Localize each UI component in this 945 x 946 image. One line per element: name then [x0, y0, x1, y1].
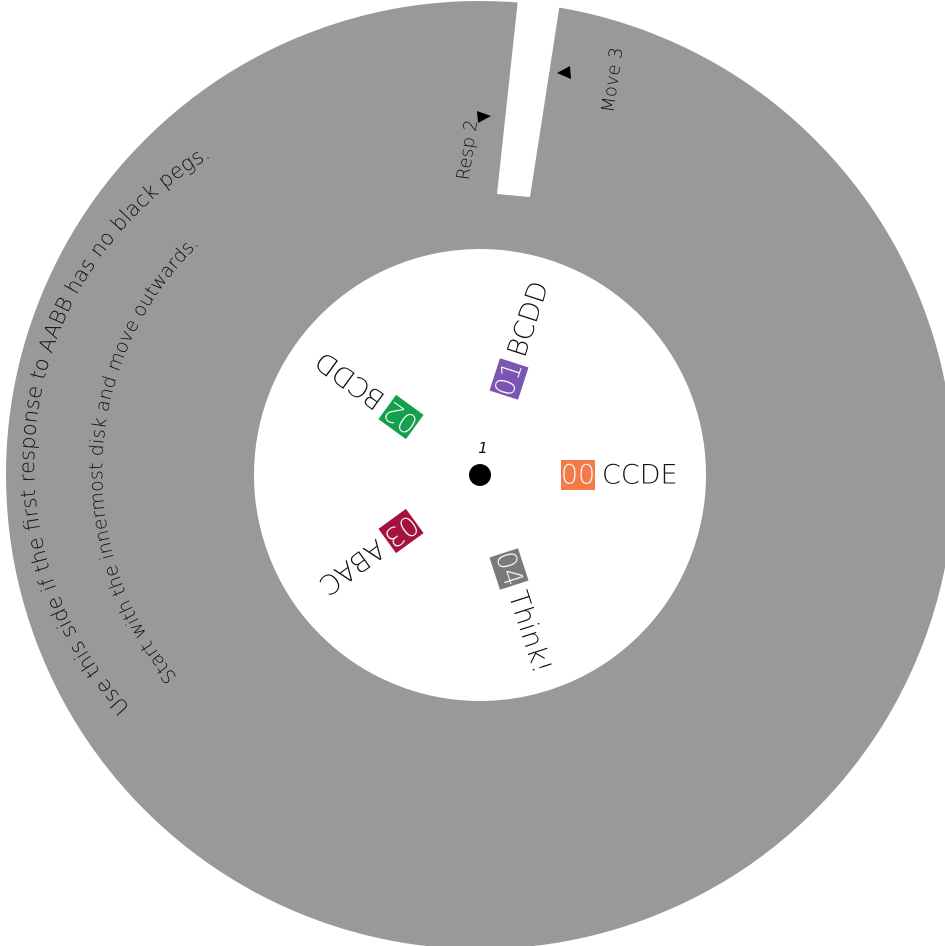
guess-number: 02	[378, 394, 424, 439]
guess-number: 00	[561, 460, 595, 491]
guess-code: BCDD	[502, 278, 555, 361]
guess-number-badge	[378, 394, 424, 440]
hub-dot	[469, 464, 491, 486]
response-arrow-icon	[477, 111, 491, 123]
guess-00: 00 CCDE	[561, 460, 678, 491]
guess-03: 03 ABAC	[313, 508, 424, 600]
guess-number: 01	[489, 358, 529, 400]
guess-number-badge	[561, 460, 595, 490]
guess-code: ABAC	[313, 533, 390, 601]
ring-notch	[497, 0, 561, 197]
guess-04: 04 Think!	[489, 548, 557, 677]
guess-code: BCDD	[310, 345, 391, 416]
guess-02: 02 BCDD	[310, 345, 424, 440]
outer-ring	[6, 1, 945, 946]
guess-number: 04	[489, 548, 529, 590]
guess-number-badge	[489, 548, 529, 590]
guess-code: Think!	[502, 587, 558, 677]
guess-number-badge	[489, 358, 529, 400]
guess-01: 01 BCDD	[489, 278, 555, 401]
guess-code: CCDE	[602, 460, 678, 491]
guess-number: 03	[378, 508, 424, 553]
guess-number-badge	[378, 508, 424, 554]
hub-label: 1	[478, 439, 488, 457]
move-arrow-icon	[557, 66, 571, 79]
